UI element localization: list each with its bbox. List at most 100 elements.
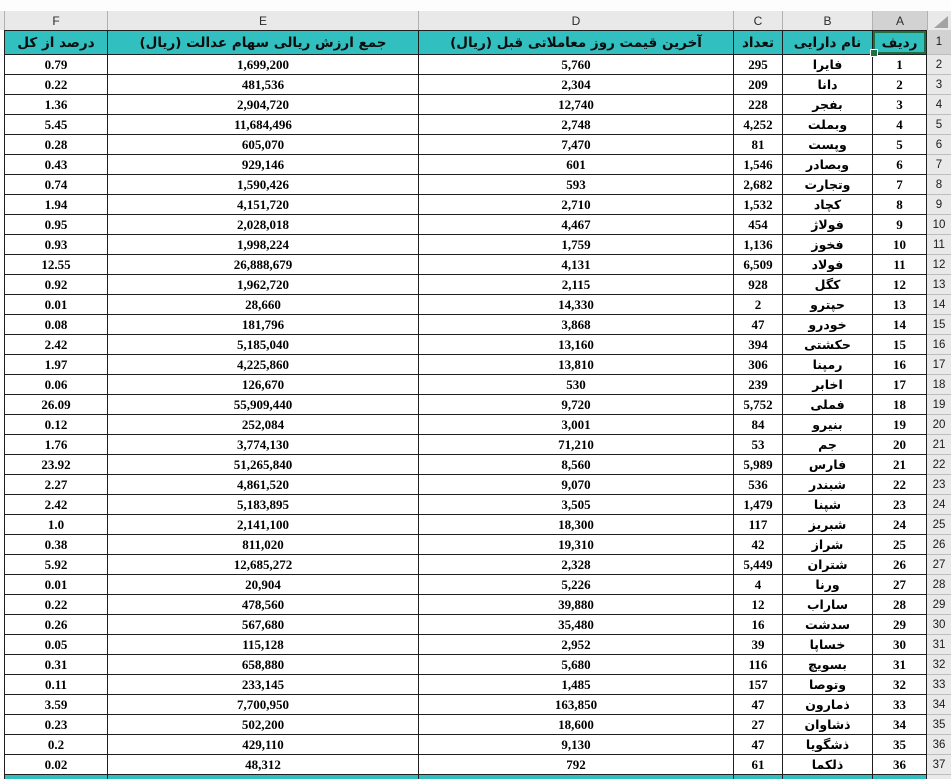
- cell-count[interactable]: 454: [733, 215, 782, 235]
- header-total-value[interactable]: جمع ارزش ریالی سهام عدالت (ریال): [107, 30, 418, 55]
- cell-asset-name[interactable]: کگل: [782, 275, 872, 295]
- row-header[interactable]: 19: [927, 395, 951, 415]
- cell-rank[interactable]: 24: [872, 515, 927, 535]
- row-header[interactable]: 37: [927, 755, 951, 775]
- row-header[interactable]: 24: [927, 495, 951, 515]
- cell-percent[interactable]: 2.27: [4, 475, 107, 495]
- cell-percent[interactable]: 5.45: [4, 115, 107, 135]
- cell-count[interactable]: 1,546: [733, 155, 782, 175]
- cell-rank[interactable]: 25: [872, 535, 927, 555]
- cell-count[interactable]: 16: [733, 615, 782, 635]
- cell-asset-name[interactable]: فملی: [782, 395, 872, 415]
- cell-last-price[interactable]: 14,330: [418, 295, 733, 315]
- cell-last-price[interactable]: 9,070: [418, 475, 733, 495]
- cell-percent[interactable]: 0.79: [4, 55, 107, 75]
- cell-asset-name[interactable]: خساپا: [782, 635, 872, 655]
- cell-total-value[interactable]: 2,904,720: [107, 95, 418, 115]
- cell-last-price[interactable]: 71,210: [418, 435, 733, 455]
- column-header-c[interactable]: C: [733, 11, 782, 30]
- row-header-1[interactable]: 1: [927, 30, 951, 55]
- cell-rank[interactable]: 6: [872, 155, 927, 175]
- row-header[interactable]: 35: [927, 715, 951, 735]
- cell-count[interactable]: 928: [733, 275, 782, 295]
- cell-total-value[interactable]: 502,200: [107, 715, 418, 735]
- cell-total-value[interactable]: 1,998,224: [107, 235, 418, 255]
- select-all-button[interactable]: [927, 11, 951, 30]
- header-last-price[interactable]: آخرین قیمت روز معاملاتی قبل (ریال): [418, 30, 733, 55]
- cell-count[interactable]: 53: [733, 435, 782, 455]
- cell-rank[interactable]: 9: [872, 215, 927, 235]
- cell-count[interactable]: 228: [733, 95, 782, 115]
- cell-last-price[interactable]: 39,880: [418, 595, 733, 615]
- cell-asset-name[interactable]: ذشاوان: [782, 715, 872, 735]
- row-header[interactable]: 20: [927, 415, 951, 435]
- cell-count[interactable]: 42: [733, 535, 782, 555]
- cell-asset-name[interactable]: شبریز: [782, 515, 872, 535]
- cell-last-price[interactable]: 2,304: [418, 75, 733, 95]
- row-header[interactable]: 30: [927, 615, 951, 635]
- cell-percent[interactable]: 0.08: [4, 315, 107, 335]
- cell-asset-name[interactable]: فولاژ: [782, 215, 872, 235]
- cell-asset-name[interactable]: سدشت: [782, 615, 872, 635]
- cell-rank[interactable]: 21: [872, 455, 927, 475]
- cell-percent[interactable]: 0.92: [4, 275, 107, 295]
- cell-percent[interactable]: 3.59: [4, 695, 107, 715]
- cell-total-value[interactable]: 605,070: [107, 135, 418, 155]
- cell-rank[interactable]: 4: [872, 115, 927, 135]
- cell-count[interactable]: 295: [733, 55, 782, 75]
- row-header[interactable]: 8: [927, 175, 951, 195]
- cell-last-price[interactable]: 2,952: [418, 635, 733, 655]
- row-header[interactable]: 13: [927, 275, 951, 295]
- row-header[interactable]: 4: [927, 95, 951, 115]
- cell-count[interactable]: 5,989: [733, 455, 782, 475]
- row-header[interactable]: 36: [927, 735, 951, 755]
- cell-asset-name[interactable]: وپست: [782, 135, 872, 155]
- cell-asset-name[interactable]: فارس: [782, 455, 872, 475]
- cell-rank[interactable]: 31: [872, 655, 927, 675]
- cell-rank[interactable]: 10: [872, 235, 927, 255]
- cell-percent[interactable]: 2.42: [4, 495, 107, 515]
- cell-percent[interactable]: 5.92: [4, 555, 107, 575]
- cell-last-price[interactable]: 1,759: [418, 235, 733, 255]
- cell-asset-name[interactable]: فولاد: [782, 255, 872, 275]
- cell-count[interactable]: 12: [733, 595, 782, 615]
- cell-asset-name[interactable]: جم: [782, 435, 872, 455]
- cell-count[interactable]: 1,479: [733, 495, 782, 515]
- cell-asset-name[interactable]: بسویچ: [782, 655, 872, 675]
- cell-total-value[interactable]: 233,145: [107, 675, 418, 695]
- cell-rank[interactable]: 26: [872, 555, 927, 575]
- cell-last-price[interactable]: 18,600: [418, 715, 733, 735]
- cell-rank[interactable]: 12: [872, 275, 927, 295]
- cell-asset-name[interactable]: حپترو: [782, 295, 872, 315]
- column-header-e[interactable]: E: [107, 11, 418, 30]
- cell-last-price[interactable]: 163,850: [418, 695, 733, 715]
- row-header[interactable]: 29: [927, 595, 951, 615]
- cell-total-value[interactable]: 7,700,950: [107, 695, 418, 715]
- cell-last-price[interactable]: 18,300: [418, 515, 733, 535]
- cell-last-price[interactable]: 530: [418, 375, 733, 395]
- cell-asset-name[interactable]: دانا: [782, 75, 872, 95]
- cell-percent[interactable]: 0.95: [4, 215, 107, 235]
- cell-total-value[interactable]: 658,880: [107, 655, 418, 675]
- cell-asset-name[interactable]: ورنا: [782, 575, 872, 595]
- cell-total-value[interactable]: 51,265,840: [107, 455, 418, 475]
- cell-asset-name[interactable]: بفجر: [782, 95, 872, 115]
- row-header[interactable]: 33: [927, 675, 951, 695]
- cell-count[interactable]: 117: [733, 515, 782, 535]
- cell-asset-name[interactable]: حکشتی: [782, 335, 872, 355]
- cell-count[interactable]: 27: [733, 715, 782, 735]
- row-header[interactable]: 21: [927, 435, 951, 455]
- cell-count[interactable]: 5,752: [733, 395, 782, 415]
- cell-total-value[interactable]: 181,796: [107, 315, 418, 335]
- cell-count[interactable]: 1,532: [733, 195, 782, 215]
- cell-asset-name[interactable]: ذشگویا: [782, 735, 872, 755]
- cell-percent[interactable]: 0.23: [4, 715, 107, 735]
- cell-last-price[interactable]: 8,560: [418, 455, 733, 475]
- cell-percent[interactable]: 1.76: [4, 435, 107, 455]
- cell-last-price[interactable]: 35,480: [418, 615, 733, 635]
- cell-total-value[interactable]: 252,084: [107, 415, 418, 435]
- cell-last-price[interactable]: 4,131: [418, 255, 733, 275]
- cell-last-price[interactable]: 12,740: [418, 95, 733, 115]
- cell-last-price[interactable]: 1,485: [418, 675, 733, 695]
- row-header[interactable]: 31: [927, 635, 951, 655]
